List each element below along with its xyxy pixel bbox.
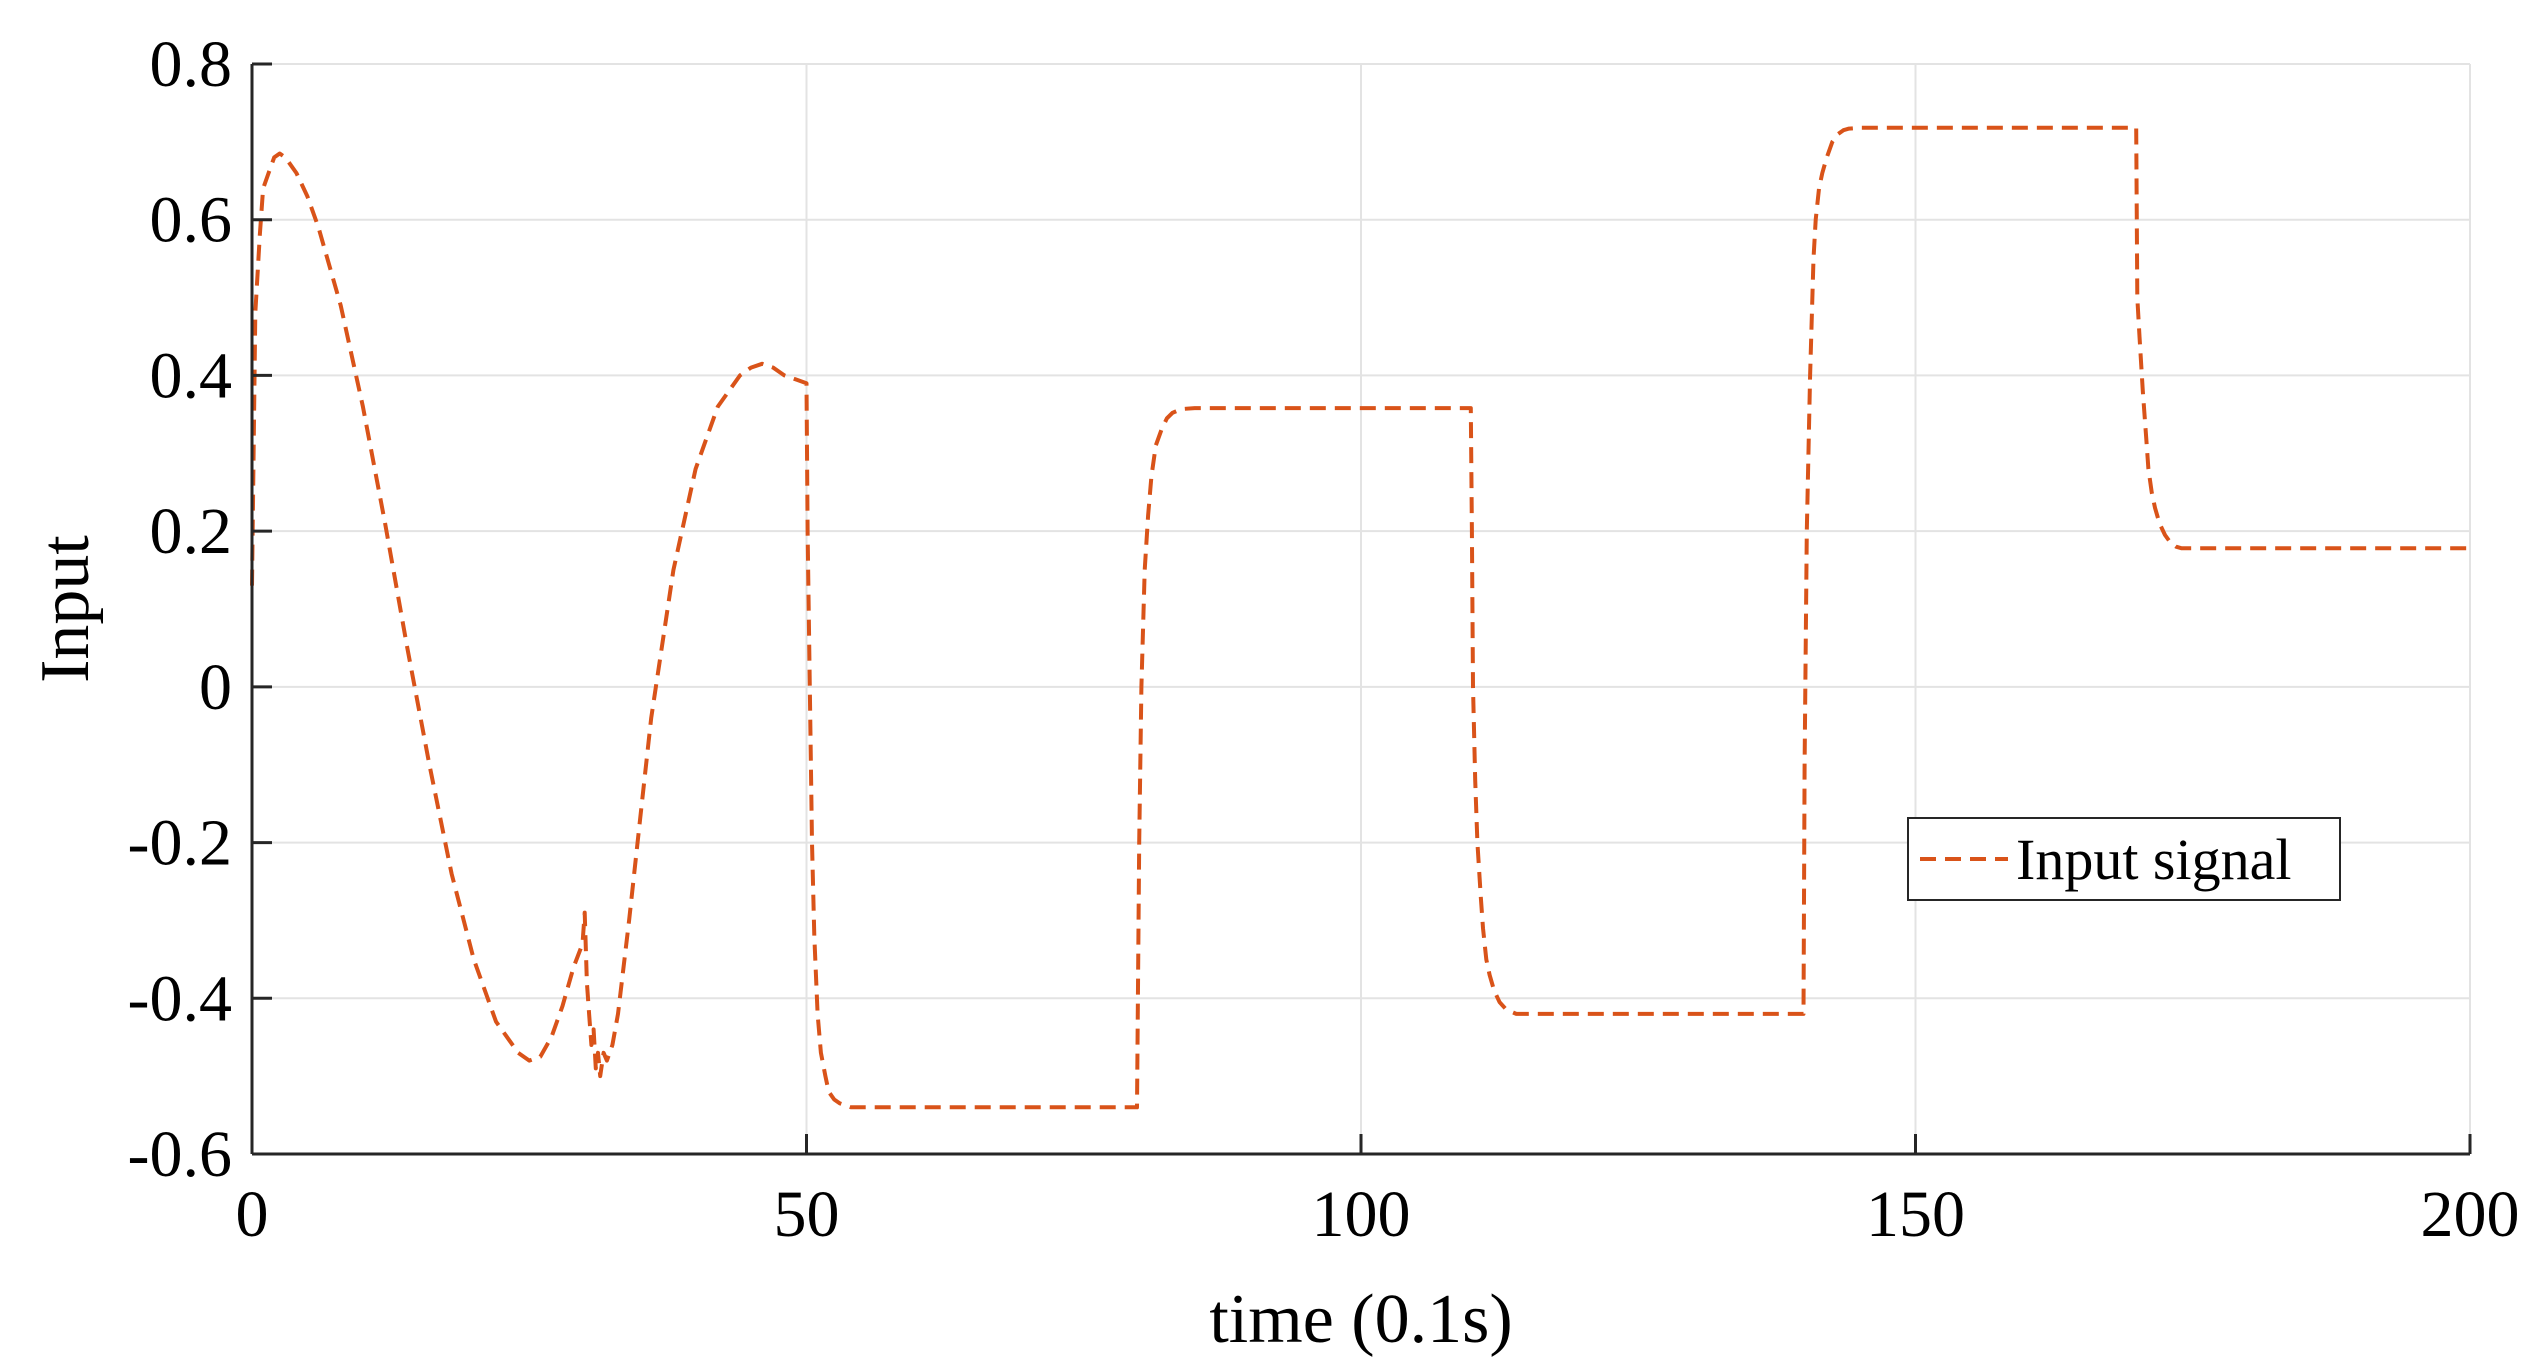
x-tick-label: 50 xyxy=(774,1178,840,1251)
x-tick-label: 200 xyxy=(2421,1178,2520,1251)
y-tick-label: 0.6 xyxy=(150,184,233,257)
y-tick-label: -0.2 xyxy=(128,807,232,880)
series-line-input-signal xyxy=(250,125,2470,1110)
axes xyxy=(250,62,2472,1156)
y-tick-label: 0 xyxy=(199,651,232,724)
tick-labels: 0 50 100 150 200 -0.6 -0.4 -0.2 0 0.2 0.4 0.6 0.8 xyxy=(128,28,2520,1251)
y-tick-label: 0.4 xyxy=(150,339,233,412)
x-axis-title: time (0.1s) xyxy=(1209,1281,1512,1358)
y-tick-label: -0.4 xyxy=(128,962,232,1035)
legend: Input signal xyxy=(1907,817,2341,901)
x-tick-label: 0 xyxy=(236,1178,269,1251)
x-tick-label: 100 xyxy=(1312,1178,1411,1251)
y-tick-label: 0.8 xyxy=(150,28,233,101)
y-axis-title: Input xyxy=(27,535,104,683)
x-tick-label: 150 xyxy=(1866,1178,1965,1251)
y-tick-label: 0.2 xyxy=(150,495,233,568)
y-tick-label: -0.6 xyxy=(128,1118,232,1191)
legend-label-input-signal: Input signal xyxy=(2016,827,2291,892)
series-layer xyxy=(250,125,2470,1110)
